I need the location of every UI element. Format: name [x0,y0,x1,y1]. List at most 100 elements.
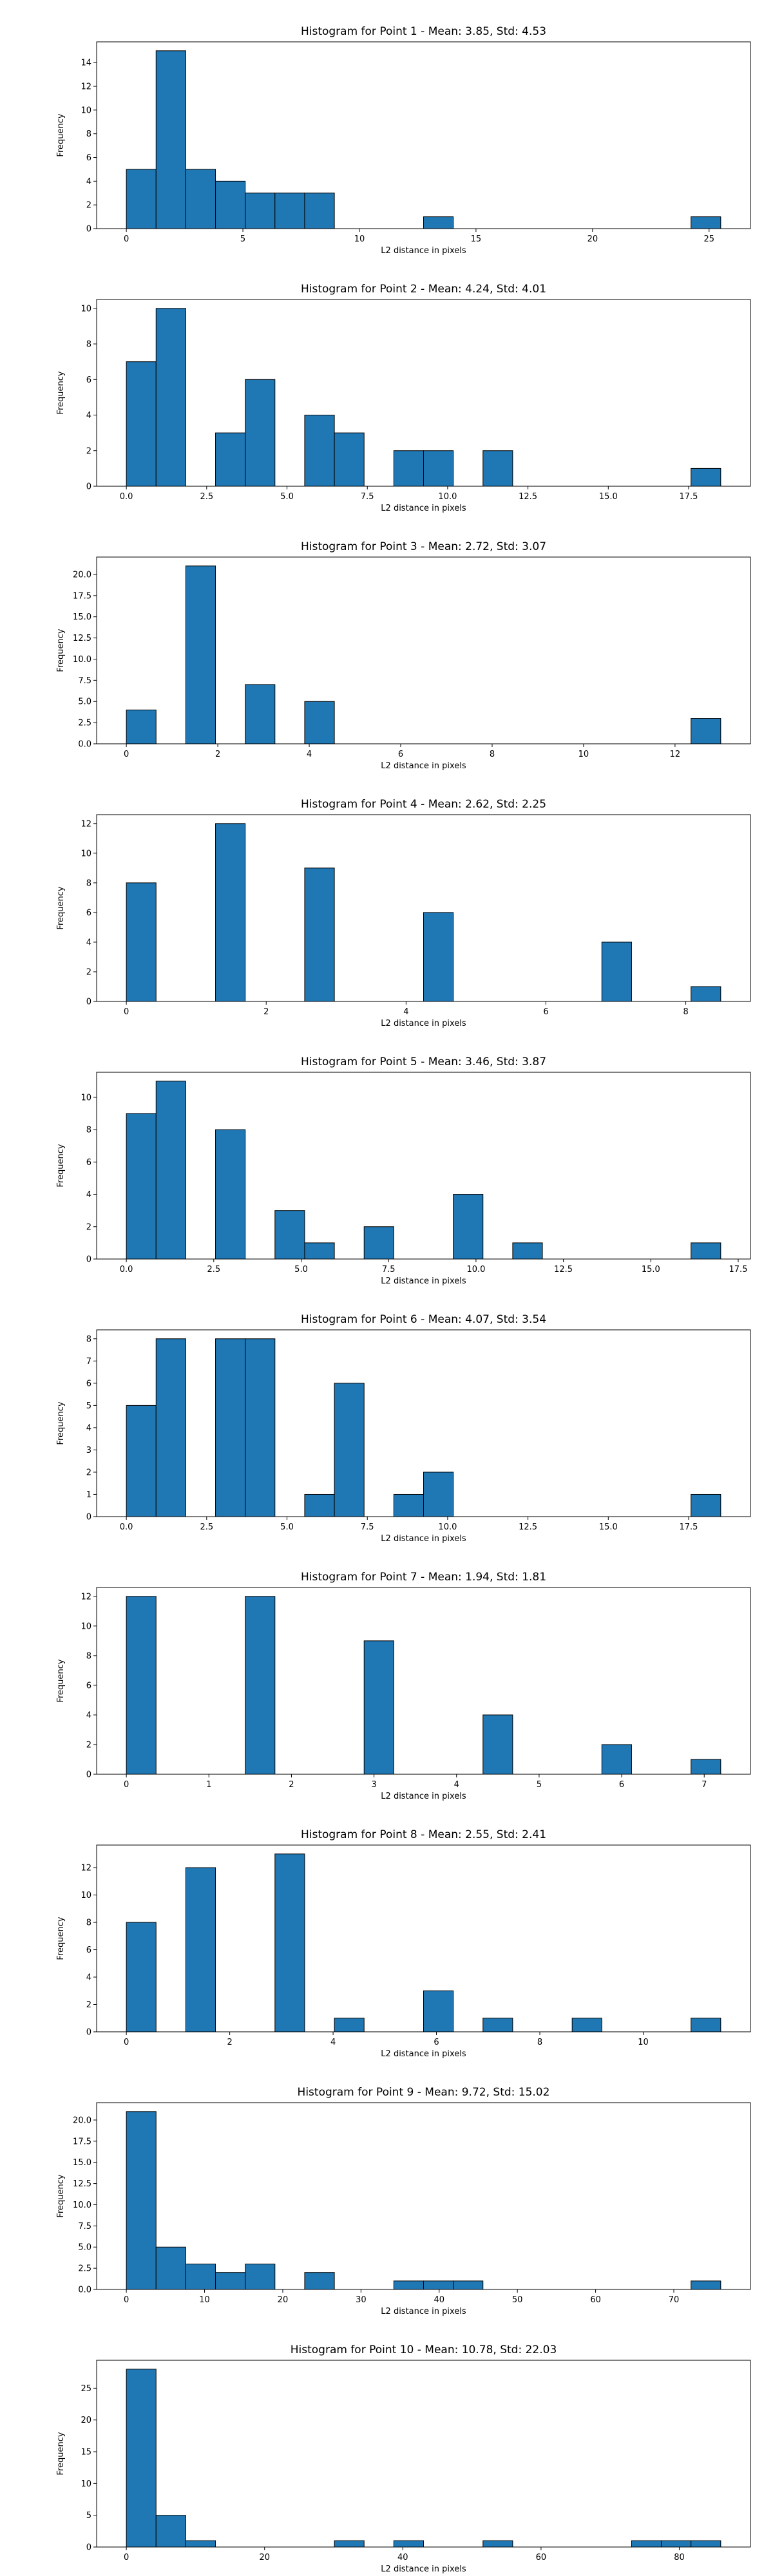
y-tick-label: 5.0 [78,2243,91,2253]
y-tick-label: 8 [86,129,91,139]
x-axis-label: L2 distance in pixels [381,246,466,256]
y-tick-label: 4 [86,1423,91,1433]
histogram-bar [691,2018,721,2032]
histogram-bar [126,1596,157,1775]
y-tick-label: 17.5 [73,591,91,601]
x-tick-label: 5 [537,1780,542,1790]
y-tick-label: 2 [86,446,91,456]
x-tick-label: 8 [490,750,495,759]
x-axis-label: L2 distance in pixels [381,1534,466,1544]
x-tick-label: 60 [536,2553,547,2562]
x-tick-label: 2 [263,1007,269,1017]
y-tick-label: 3 [86,1446,91,1455]
x-axis-ticks: 0 5 10 15 20 25 [124,229,714,244]
y-tick-label: 12.5 [73,2179,91,2189]
histogram-bar [571,2018,602,2032]
y-axis-label: Frequency [56,1659,66,1702]
y-tick-label: 7.5 [78,2222,91,2231]
x-tick-label: 15 [471,234,482,244]
y-tick-label: 4 [86,938,91,947]
y-tick-label: 15.0 [73,612,91,622]
histogram-bar [304,867,335,1002]
histogram-bar [126,169,157,229]
y-tick-label: 5 [86,1401,91,1411]
y-tick-label: 4 [86,1190,91,1200]
y-tick-label: 20 [81,2416,91,2425]
y-tick-label: 10 [81,1891,91,1900]
charts-root: Histogram for Point 1 - Mean: 3.85, Std:… [56,25,751,2574]
x-axis-ticks: 0 2 4 6 8 10 [124,2032,649,2047]
y-tick-label: 0 [86,1513,91,1522]
chart-title: Histogram for Point 1 - Mean: 3.85, Std:… [301,25,546,38]
histogram-bar [691,216,721,229]
histogram-bar [691,468,721,487]
histogram-bar [691,1759,721,1775]
y-tick-label: 0 [86,225,91,234]
y-tick-label: 12 [81,819,91,829]
histogram-bar [126,1922,157,2032]
histogram-panel-4: Histogram for Point 4 - Mean: 2.62, Std:… [56,798,751,1028]
histogram-bars [126,50,721,229]
y-tick-label: 0.0 [78,2286,91,2295]
x-tick-label: 10 [199,2295,210,2305]
y-tick-label: 2 [86,1740,91,1750]
x-tick-label: 7.5 [361,1522,374,1532]
x-tick-label: 40 [434,2295,445,2305]
x-tick-label: 0 [124,1780,129,1790]
y-tick-label: 2 [86,201,91,211]
histogram-bar [274,1853,305,2032]
x-tick-label: 8 [683,1007,688,1017]
chart-title: Histogram for Point 10 - Mean: 10.78, St… [291,2344,557,2356]
histogram-bar [245,1596,276,1775]
histogram-bar [185,2540,216,2548]
histogram-panel-10: Histogram for Point 10 - Mean: 10.78, St… [56,2344,751,2574]
histogram-panel-2: Histogram for Point 2 - Mean: 4.24, Std:… [56,283,751,513]
y-tick-label: 8 [86,878,91,888]
histogram-panel-9: Histogram for Point 9 - Mean: 9.72, Std:… [56,2086,751,2316]
y-axis-ticks: 0 2 4 6 8 10 12 [81,1864,97,2038]
y-tick-label: 8 [86,1334,91,1344]
x-tick-label: 80 [674,2553,685,2562]
chart-title: Histogram for Point 3 - Mean: 2.72, Std:… [301,540,546,553]
y-tick-label: 12 [81,1592,91,1602]
x-tick-label: 0.0 [120,1522,133,1532]
y-axis-label: Frequency [56,371,66,414]
histogram-bar [453,1194,484,1260]
x-tick-label: 20 [259,2553,270,2562]
x-tick-label: 20 [587,234,598,244]
chart-title: Histogram for Point 2 - Mean: 4.24, Std:… [301,283,546,296]
x-tick-label: 0 [124,234,129,244]
axes-frame [96,1587,751,1775]
histogram-bar [512,1242,543,1260]
histogram-bar [215,2272,246,2290]
x-tick-label: 5.0 [280,492,294,502]
x-tick-label: 17.5 [680,1522,698,1532]
histogram-bar [155,1338,186,1517]
y-axis-label: Frequency [56,886,66,929]
histogram-bar [155,50,186,229]
histogram-bar [691,1242,721,1260]
x-tick-label: 0 [124,2553,129,2562]
histogram-bar [245,1338,276,1517]
y-tick-label: 2 [86,1222,91,1232]
y-tick-label: 10 [81,1093,91,1103]
y-tick-label: 10 [81,1622,91,1631]
y-axis-label: Frequency [56,1144,66,1187]
x-tick-label: 2.5 [200,492,213,502]
axes-frame [96,299,751,487]
histogram-bar [363,1226,394,1260]
histogram-bar [304,1493,335,1517]
x-tick-label: 2 [227,2038,232,2047]
histogram-bar [304,701,335,744]
x-tick-label: 5.0 [294,1265,308,1274]
chart-title: Histogram for Point 5 - Mean: 3.46, Std:… [301,1056,546,1068]
y-tick-label: 6 [86,908,91,918]
y-tick-label: 12 [81,82,91,92]
histogram-bar [304,415,335,487]
x-tick-label: 8 [537,2038,542,2047]
y-tick-label: 10 [81,304,91,314]
histogram-bar [274,1210,305,1260]
histogram-bar [215,1129,246,1260]
x-tick-label: 1 [206,1780,211,1790]
